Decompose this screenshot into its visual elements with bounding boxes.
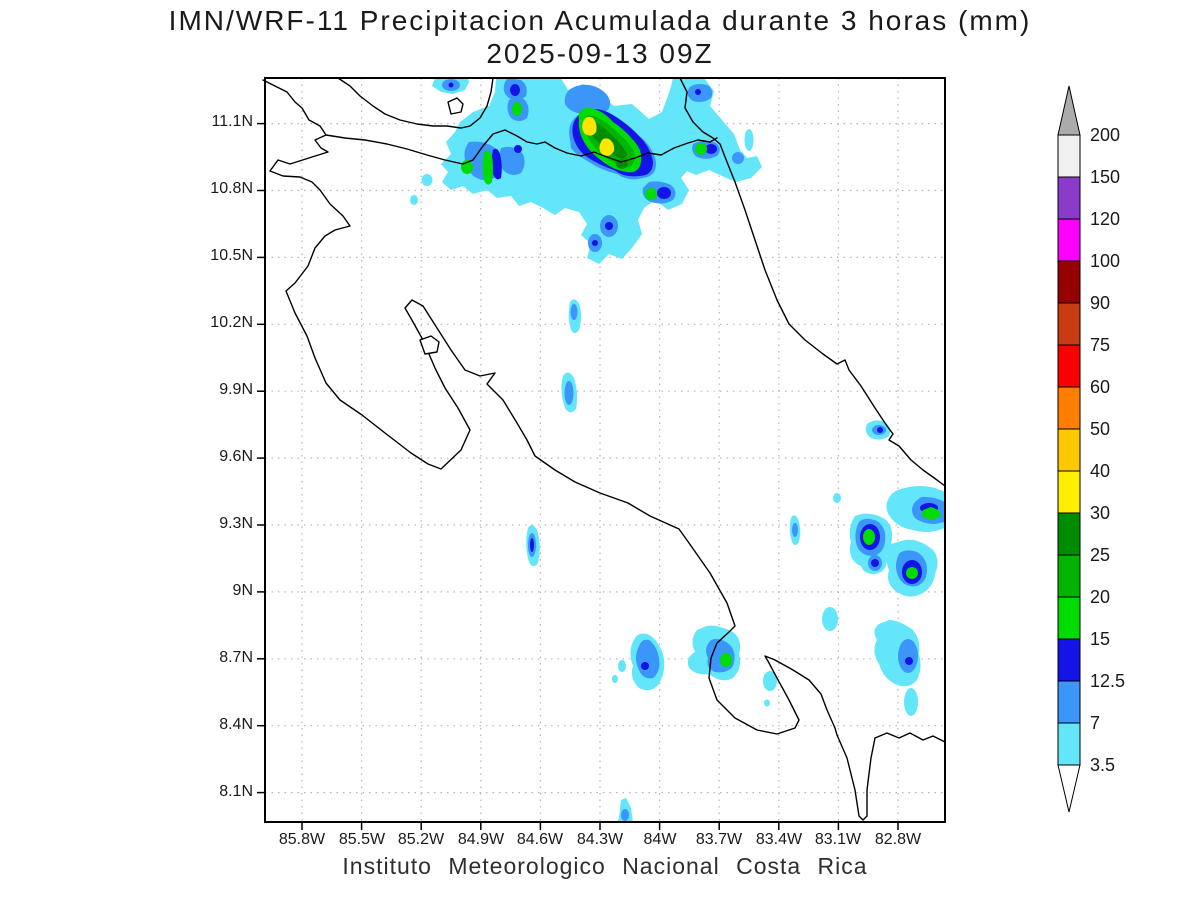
colorbar-label: 75 <box>1090 335 1110 355</box>
colorbar: 200 150 120 100 90 75 60 50 40 30 25 20 … <box>1057 85 1125 813</box>
lon-tick-label: 83.1W <box>814 831 862 848</box>
colorbar-box <box>1057 260 1081 304</box>
colorbar-label: 200 <box>1090 125 1120 145</box>
colorbar-box <box>1057 680 1081 724</box>
axis-ticks <box>257 122 899 830</box>
lat-tick-label: 8.7N <box>219 649 253 666</box>
lon-tick-label: 85.8W <box>278 831 326 848</box>
colorbar-label: 100 <box>1090 251 1120 271</box>
lon-tick-label: 84.3W <box>576 831 624 848</box>
plot-title: IMN/WRF-11 Precipitacion Acumulada duran… <box>0 4 1200 70</box>
institution-credit: Instituto Meteorologico Nacional Costa R… <box>342 853 868 879</box>
colorbar-box <box>1057 302 1081 346</box>
colorbar-label: 12.5 <box>1090 671 1125 691</box>
precipitation-map <box>257 77 946 830</box>
lat-tick-label: 9.6N <box>219 448 253 465</box>
lon-tick-label: 82.8W <box>874 831 922 848</box>
lon-tick-label: 85.2W <box>397 831 445 848</box>
colorbar-box <box>1057 512 1081 556</box>
precip-shade-3p5mm <box>410 78 945 822</box>
colorbar-label: 150 <box>1090 167 1120 187</box>
lon-tick-label: 85.5W <box>338 831 386 848</box>
lon-tick-label: 84W <box>643 831 677 848</box>
colorbar-box <box>1057 428 1081 472</box>
colorbar-label: 50 <box>1090 419 1110 439</box>
lat-tick-label: 10.8N <box>210 180 253 197</box>
title-line-1: IMN/WRF-11 Precipitacion Acumulada duran… <box>168 5 1032 36</box>
lat-tick-label: 9N <box>232 582 253 599</box>
colorbar-box <box>1057 134 1081 178</box>
map-frame <box>264 77 946 823</box>
colorbar-label: 25 <box>1090 545 1110 565</box>
lat-tick-label: 9.9N <box>219 381 253 398</box>
colorbar-box <box>1057 722 1081 766</box>
lon-tick-label: 84.6W <box>516 831 564 848</box>
lat-tick-label: 11.1N <box>211 113 253 130</box>
colorbar-over-arrow <box>1057 85 1081 136</box>
coastline <box>262 77 946 821</box>
colorbar-label: 20 <box>1090 587 1110 607</box>
colorbar-label: 60 <box>1090 377 1110 397</box>
lat-tick-label: 8.4N <box>219 716 253 733</box>
lon-tick-label: 83.7W <box>695 831 743 848</box>
colorbar-box <box>1057 386 1081 430</box>
colorbar-box <box>1057 176 1081 220</box>
colorbar-label: 15 <box>1090 629 1110 649</box>
colorbar-label: 120 <box>1090 209 1120 229</box>
colorbar-box <box>1057 470 1081 514</box>
colorbar-box <box>1057 344 1081 388</box>
lat-tick-label: 10.5N <box>210 247 253 264</box>
colorbar-box <box>1057 218 1081 262</box>
colorbar-box <box>1057 554 1081 598</box>
colorbar-label: 30 <box>1090 503 1110 523</box>
lat-tick-label: 10.2N <box>210 314 253 331</box>
colorbar-label: 90 <box>1090 293 1110 313</box>
colorbar-box <box>1057 596 1081 640</box>
lat-tick-label: 9.3N <box>219 515 253 532</box>
title-line-2: 2025-09-13 09Z <box>486 38 714 69</box>
lon-tick-label: 84.9W <box>457 831 505 848</box>
colorbar-label: 3.5 <box>1090 755 1115 775</box>
colorbar-label: 40 <box>1090 461 1110 481</box>
lon-tick-label: 83.4W <box>755 831 803 848</box>
precip-shade-30mm <box>582 116 615 156</box>
lat-tick-label: 8.1N <box>219 783 253 800</box>
colorbar-label: 7 <box>1090 713 1100 733</box>
colorbar-box <box>1057 638 1081 682</box>
colorbar-under-arrow <box>1057 764 1081 813</box>
